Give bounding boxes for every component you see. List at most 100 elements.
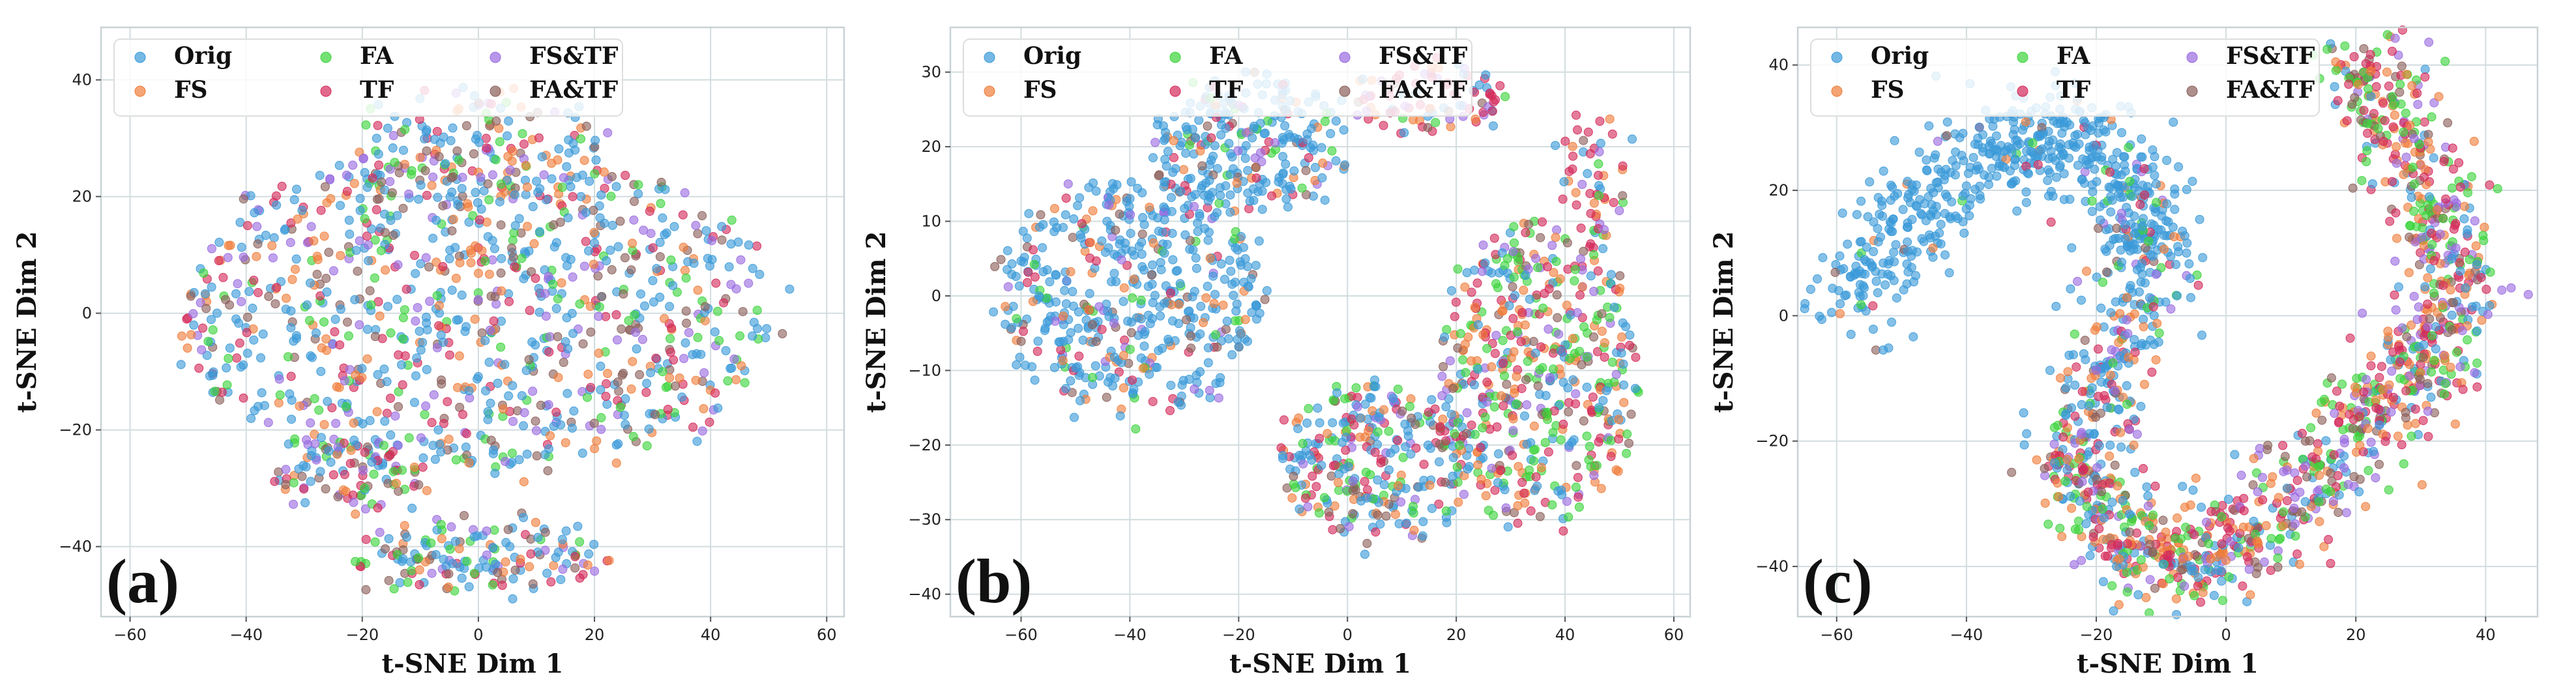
data-point — [1547, 500, 1557, 510]
data-point — [393, 260, 403, 270]
data-point — [1068, 287, 1077, 297]
data-point — [373, 121, 383, 130]
data-point — [1446, 122, 1456, 132]
legend-marker — [1339, 85, 1351, 97]
data-point — [2389, 392, 2398, 402]
data-point — [1207, 133, 1216, 143]
data-point — [1195, 367, 1205, 377]
data-point — [1210, 289, 1220, 299]
data-point — [422, 486, 432, 495]
data-point — [329, 470, 338, 480]
data-point — [1545, 373, 1555, 383]
data-point — [1509, 222, 1519, 231]
data-point — [1366, 393, 1376, 403]
data-point — [2067, 503, 2077, 513]
data-point — [1061, 299, 1071, 309]
data-point — [557, 278, 566, 287]
data-point — [692, 437, 702, 446]
data-point — [237, 242, 246, 252]
data-point — [1458, 355, 1468, 365]
data-point — [427, 418, 437, 428]
data-point — [1376, 458, 1386, 467]
data-point — [448, 214, 458, 224]
data-point — [1401, 442, 1411, 452]
data-point — [2142, 482, 2152, 492]
legend-marker — [1339, 51, 1351, 63]
data-point — [2395, 357, 2405, 367]
data-point — [2469, 136, 2479, 146]
data-point — [186, 330, 196, 340]
data-point — [2217, 501, 2227, 510]
data-point — [752, 306, 762, 315]
data-point — [607, 220, 617, 230]
data-point — [1916, 209, 1925, 218]
data-point — [521, 366, 531, 375]
data-point — [1074, 351, 1084, 361]
data-point — [319, 420, 329, 430]
data-point — [665, 302, 675, 312]
data-point — [645, 207, 654, 216]
data-point — [2107, 581, 2117, 591]
data-point — [2446, 362, 2455, 372]
data-point — [619, 411, 629, 420]
data-point — [403, 577, 413, 587]
data-point — [1889, 276, 1899, 285]
data-point — [2345, 333, 2355, 343]
data-point — [480, 336, 490, 345]
data-point — [1070, 413, 1079, 422]
data-point — [2382, 67, 2392, 77]
data-point — [1450, 429, 1459, 439]
data-point — [388, 467, 398, 476]
data-point — [2188, 177, 2197, 186]
data-point — [2094, 524, 2104, 534]
data-point — [1455, 441, 1464, 450]
data-point — [607, 172, 617, 181]
data-point — [1243, 166, 1253, 175]
data-point — [1593, 266, 1603, 276]
data-point — [1388, 393, 1398, 403]
legend-marker — [134, 85, 146, 97]
y-tick-label: −40 — [908, 585, 941, 604]
data-point — [1619, 398, 1629, 407]
data-point — [1531, 472, 1541, 482]
data-point — [1216, 190, 1225, 200]
data-point — [447, 285, 457, 295]
data-point — [351, 557, 360, 566]
data-point — [324, 248, 334, 257]
data-point — [1315, 508, 1324, 518]
data-point — [1928, 252, 1938, 262]
data-point — [457, 290, 467, 300]
data-point — [675, 373, 684, 383]
data-point — [1045, 277, 1055, 287]
data-point — [1394, 481, 1403, 491]
data-point — [1302, 418, 1312, 428]
data-point — [549, 561, 559, 570]
data-point — [517, 391, 527, 401]
data-point — [2391, 208, 2401, 218]
data-point — [1856, 196, 1866, 206]
legend-label: FA&TF — [1379, 76, 1468, 104]
data-point — [1128, 375, 1137, 385]
data-point — [568, 192, 578, 201]
data-point — [1922, 155, 1931, 165]
data-point — [1497, 391, 1506, 401]
data-point — [1150, 138, 1160, 147]
data-point — [531, 426, 541, 435]
data-point — [2449, 224, 2459, 234]
legend-marker — [984, 51, 995, 63]
data-point — [404, 433, 414, 443]
data-point — [2186, 274, 2195, 284]
data-point — [284, 439, 293, 449]
data-point — [1230, 234, 1240, 244]
data-point — [628, 431, 638, 441]
data-point — [2040, 463, 2049, 473]
data-point — [1251, 173, 1261, 183]
data-point — [604, 555, 614, 565]
data-point — [1230, 316, 1240, 326]
data-point — [1248, 133, 1257, 143]
data-point — [1572, 110, 1581, 120]
data-point — [2113, 481, 2122, 491]
data-point — [1184, 140, 1194, 150]
data-point — [2423, 273, 2433, 283]
